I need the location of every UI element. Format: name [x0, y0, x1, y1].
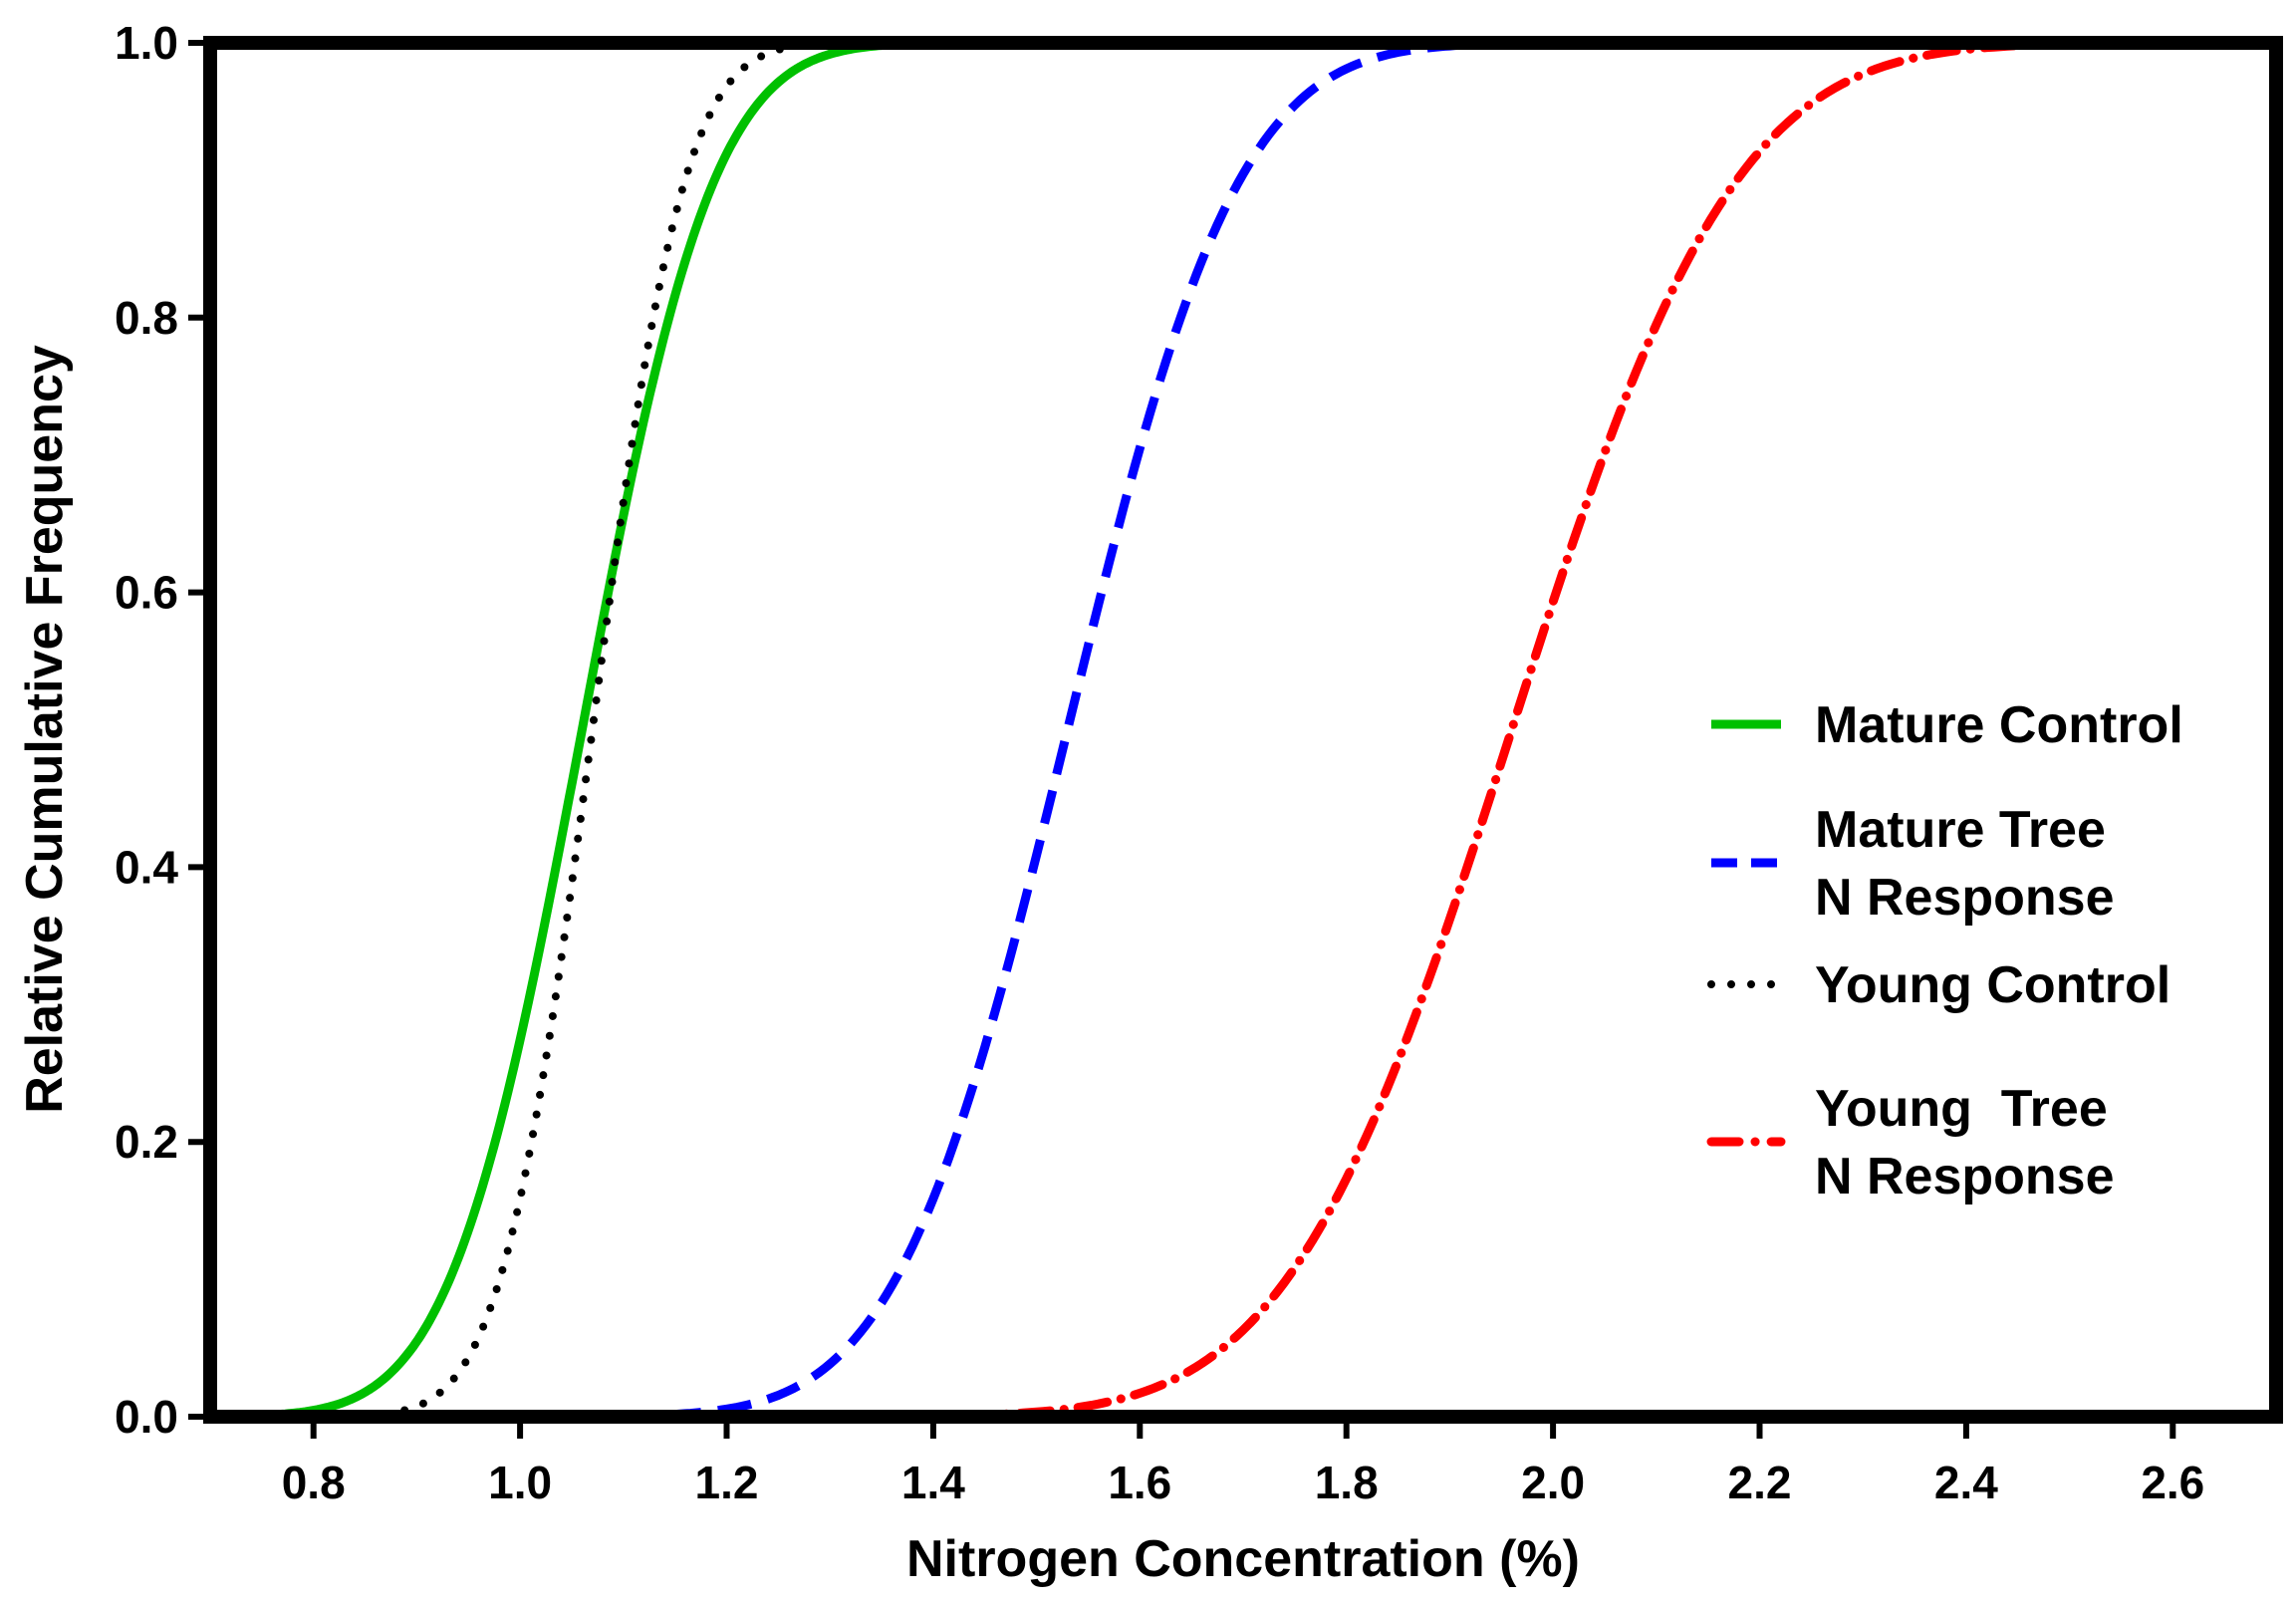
legend-label-2: Mature Tree — [1815, 801, 2106, 859]
x-tick-label: 1.4 — [901, 1457, 965, 1508]
y-tick-label: 1.0 — [115, 17, 178, 69]
x-tick-label: 1.6 — [1108, 1457, 1171, 1508]
y-axis-title: Relative Cumulative Frequency — [16, 345, 74, 1114]
y-axis: 0.0 0.2 0.4 0.6 0.8 1.0 — [115, 17, 210, 1443]
x-tick-label: 2.2 — [1728, 1457, 1792, 1508]
y-tick-label: 0.0 — [115, 1391, 178, 1443]
x-tick-label: 2.4 — [1934, 1457, 1998, 1508]
plot-area-background — [210, 43, 2276, 1417]
legend-label-3: Young Control — [1815, 956, 2170, 1014]
y-tick-label: 0.6 — [115, 567, 178, 619]
legend-label-1: Mature Control — [1815, 696, 2183, 754]
x-tick-label: 0.8 — [282, 1457, 346, 1508]
y-tick-label: 0.2 — [115, 1116, 178, 1168]
x-tick-label: 1.2 — [695, 1457, 759, 1508]
plot-frame — [203, 36, 2283, 1424]
y-tick-label: 0.8 — [115, 292, 178, 344]
series-line-3 — [361, 39, 835, 1420]
x-axis-title: Nitrogen Concentration (%) — [906, 1530, 1580, 1588]
x-tick-label: 1.0 — [488, 1457, 552, 1508]
legend-label-4: Young Tree — [1815, 1080, 2108, 1138]
legend: Mature Control Mature Tree N Response Young… — [1706, 696, 2183, 1205]
x-tick-label: 2.0 — [1521, 1457, 1585, 1508]
x-tick-label: 2.6 — [2141, 1457, 2204, 1508]
legend-label-4: N Response — [1815, 1148, 2115, 1205]
legend-label-2: N Response — [1815, 869, 2115, 927]
x-tick-label: 1.8 — [1315, 1457, 1379, 1508]
y-tick-label: 0.4 — [115, 841, 178, 893]
x-axis: 0.8 1.0 1.2 1.4 1.6 1.8 2.0 2.2 2.4 2.6 — [282, 1417, 2204, 1508]
